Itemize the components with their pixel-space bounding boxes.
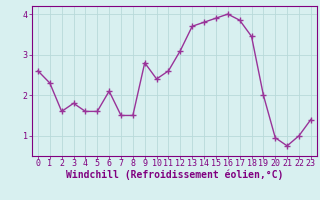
X-axis label: Windchill (Refroidissement éolien,°C): Windchill (Refroidissement éolien,°C) <box>66 169 283 180</box>
